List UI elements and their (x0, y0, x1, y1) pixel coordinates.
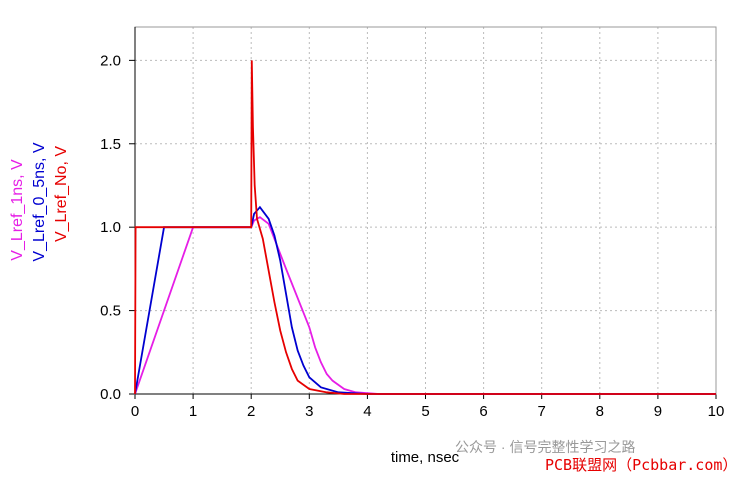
x-tick-label: 1 (189, 403, 197, 420)
x-tick-label: 9 (654, 403, 662, 420)
x-tick-label: 8 (596, 403, 604, 420)
x-tick-label: 4 (363, 403, 371, 420)
legend-label: V_Lref_1ns, V (9, 159, 26, 261)
x-tick-label: 10 (708, 403, 725, 420)
legend-label: V_Lref_0_5ns, V (31, 142, 48, 262)
watermark: 公众号 · 信号完整性学习之路 (455, 439, 635, 455)
x-tick-label: 7 (538, 403, 546, 420)
x-tick-label: 0 (131, 403, 139, 420)
series-line (134, 60, 716, 395)
y-tick-label: 1.5 (100, 136, 121, 153)
x-tick-label: 2 (247, 403, 255, 420)
watermark: PCB联盟网（Pcbbar.com） (545, 456, 737, 474)
y-tick-label: 1.0 (100, 219, 121, 236)
x-tick-label: 3 (305, 403, 313, 420)
x-tick-label: 6 (479, 403, 487, 420)
legend-label: V_Lref_No, V (53, 146, 70, 242)
series-line (134, 205, 716, 395)
y-tick-label: 0.0 (100, 386, 121, 403)
x-axis-label: time, nsec (391, 449, 460, 466)
x-tick-label: 5 (421, 403, 429, 420)
y-tick-label: 2.0 (100, 52, 121, 69)
y-tick-label: 0.5 (100, 303, 121, 320)
